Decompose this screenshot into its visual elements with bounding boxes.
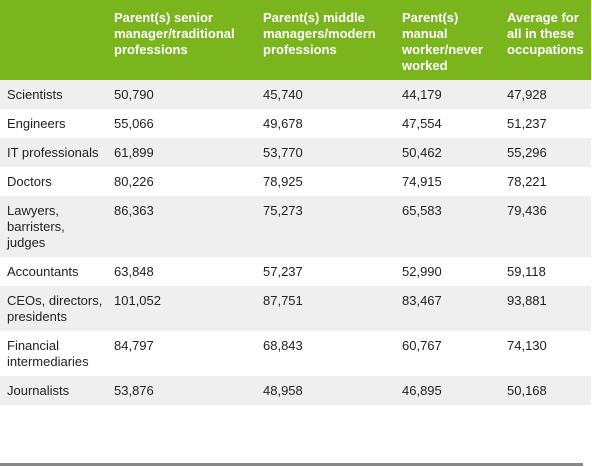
row-label: Accountants: [7, 264, 79, 279]
header-occupation: [0, 0, 107, 80]
cell-middle: 57,237: [263, 264, 303, 279]
cell-average: 93,881: [507, 293, 547, 308]
cell-average: 50,168: [507, 383, 547, 398]
table-row: Accountants 63,848 57,237 52,990 59,118: [0, 257, 591, 286]
table-row: CEOs, directors, presidents 101,052 87,7…: [0, 286, 591, 331]
header-manual-worker: Parent(s) manual worker/never worked: [402, 10, 483, 73]
cell-middle: 78,925: [263, 174, 303, 189]
table-row: Lawyers, barristers, judges 86,363 75,27…: [0, 196, 591, 257]
header-senior-manager: Parent(s) senior manager/traditional pro…: [114, 10, 235, 57]
cell-average: 55,296: [507, 145, 547, 160]
table-header-row: Parent(s) senior manager/traditional pro…: [0, 0, 591, 80]
cell-average: 79,436: [507, 203, 547, 218]
table-row: Doctors 80,226 78,925 74,915 78,221: [0, 167, 591, 196]
table-row: Scientists 50,790 45,740 44,179 47,928: [0, 80, 591, 109]
cell-middle: 45,740: [263, 87, 303, 102]
cell-average: 59,118: [507, 264, 546, 279]
cell-senior: 55,066: [114, 116, 154, 131]
table-bottom-border: [0, 463, 583, 466]
cell-middle: 53,770: [263, 145, 303, 160]
row-label: Lawyers, barristers, judges: [7, 203, 65, 250]
cell-manual: 50,462: [402, 145, 442, 160]
table-row: IT professionals 61,899 53,770 50,462 55…: [0, 138, 591, 167]
row-label: IT professionals: [7, 145, 99, 160]
cell-average: 47,928: [507, 87, 547, 102]
row-label: Journalists: [7, 383, 70, 398]
cell-middle: 68,843: [263, 338, 303, 353]
row-label: CEOs, directors, presidents: [7, 293, 103, 324]
table-row: Journalists 53,876 48,958 46,895 50,168: [0, 376, 591, 405]
cell-senior: 84,797: [114, 338, 154, 353]
row-label: Financial intermediaries: [7, 338, 89, 369]
cell-manual: 83,467: [402, 293, 442, 308]
cell-manual: 47,554: [402, 116, 442, 131]
cell-average: 78,221: [507, 174, 547, 189]
row-label: Doctors: [7, 174, 52, 189]
cell-manual: 60,767: [402, 338, 442, 353]
cell-senior: 86,363: [114, 203, 154, 218]
cell-senior: 53,876: [114, 383, 154, 398]
cell-manual: 46,895: [402, 383, 442, 398]
row-label: Engineers: [7, 116, 66, 131]
cell-middle: 49,678: [263, 116, 303, 131]
header-average: Average for all in these occupations: [507, 10, 584, 57]
cell-middle: 75,273: [263, 203, 303, 218]
cell-manual: 65,583: [402, 203, 442, 218]
cell-average: 74,130: [507, 338, 547, 353]
cell-senior: 101,052: [114, 293, 161, 308]
row-label: Scientists: [7, 87, 63, 102]
salary-by-parent-occupation-table: Parent(s) senior manager/traditional pro…: [0, 0, 591, 405]
cell-senior: 61,899: [114, 145, 154, 160]
header-middle-manager: Parent(s) middle managers/modern profess…: [263, 10, 376, 57]
cell-middle: 87,751: [263, 293, 303, 308]
table-row: Engineers 55,066 49,678 47,554 51,237: [0, 109, 591, 138]
cell-senior: 50,790: [114, 87, 154, 102]
cell-manual: 44,179: [402, 87, 442, 102]
table-row: Financial intermediaries 84,797 68,843 6…: [0, 331, 591, 376]
cell-manual: 52,990: [402, 264, 442, 279]
cell-middle: 48,958: [263, 383, 303, 398]
cell-average: 51,237: [507, 116, 547, 131]
cell-senior: 80,226: [114, 174, 154, 189]
cell-manual: 74,915: [402, 174, 442, 189]
cell-senior: 63,848: [114, 264, 154, 279]
